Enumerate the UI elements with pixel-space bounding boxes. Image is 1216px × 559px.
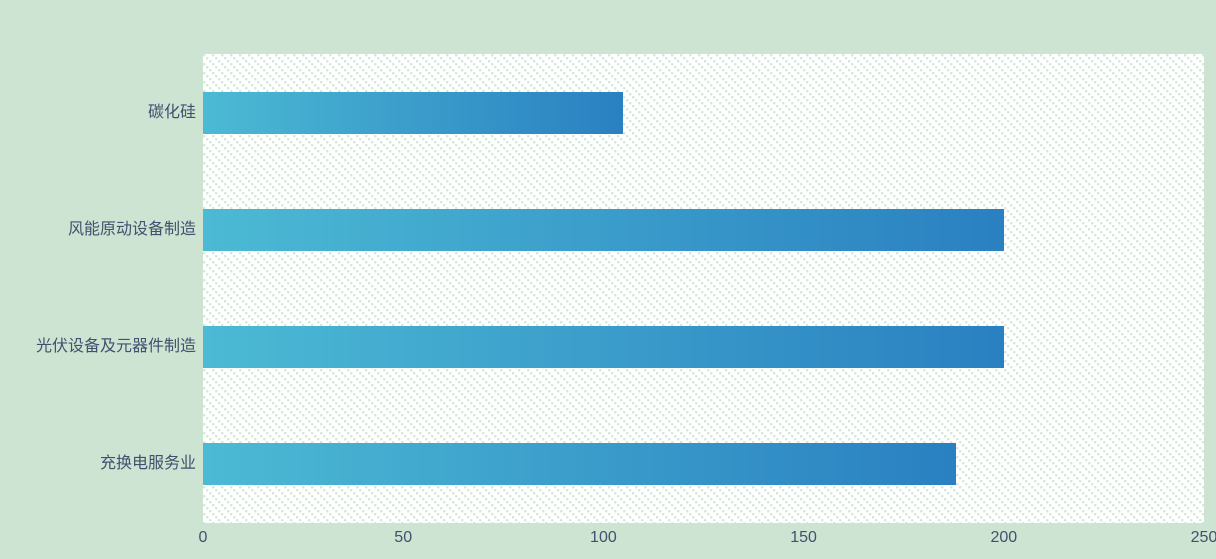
- x-axis-tick-250: 250: [1190, 529, 1216, 546]
- plot-area: [203, 54, 1204, 523]
- x-axis-tick-0: 0: [198, 529, 208, 546]
- y-axis-labels: 碳化硅风能原动设备制造光伏设备及元器件制造充换电服务业: [0, 54, 196, 523]
- bar-0[interactable]: [203, 91, 624, 134]
- x-axis-tick-100: 100: [590, 529, 617, 546]
- x-axis-ticks: 0 50 100 150 200 250: [0, 530, 1216, 554]
- bar-2[interactable]: [203, 326, 1004, 369]
- bar-1[interactable]: [203, 208, 1004, 251]
- y-axis-label-3: 充换电服务业: [99, 455, 196, 473]
- y-axis-label-0: 碳化硅: [147, 103, 196, 121]
- x-axis-tick-150: 150: [790, 529, 817, 546]
- x-axis-tick-50: 50: [394, 529, 413, 546]
- bar-3[interactable]: [203, 443, 956, 486]
- y-axis-label-2: 光伏设备及元器件制造: [35, 338, 196, 356]
- y-axis-label-1: 风能原动设备制造: [67, 220, 196, 238]
- x-axis-tick-200: 200: [990, 529, 1018, 546]
